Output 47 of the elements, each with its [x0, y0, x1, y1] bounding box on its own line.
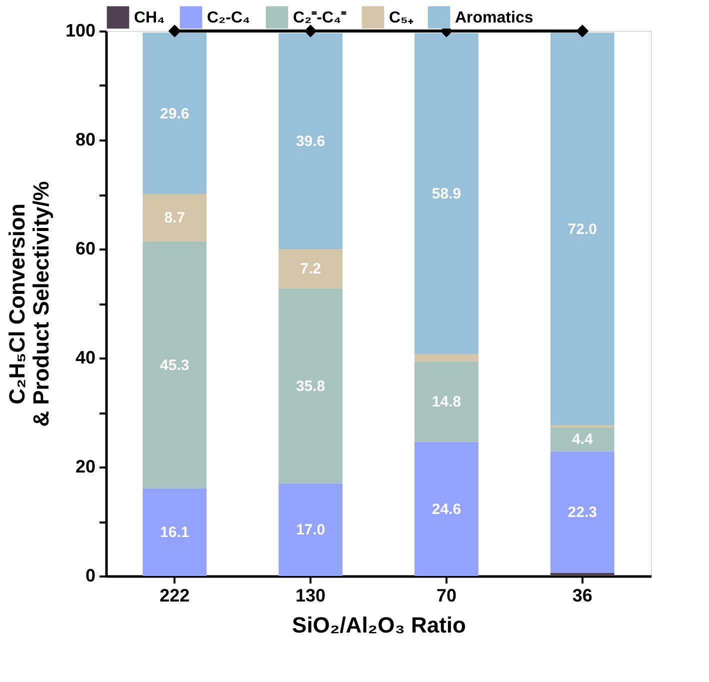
y-axis-title: C₂H₅Cl Conversion & Product Selectivity/%	[4, 181, 54, 427]
legend-label: C₂⁼-C₄⁼	[293, 9, 348, 26]
bar	[278, 33, 342, 249]
bar	[550, 32, 614, 426]
bar	[550, 427, 614, 452]
data-label: 72.0	[568, 220, 597, 238]
x-tick-label: 70	[436, 586, 456, 606]
bar	[278, 249, 342, 288]
bar	[414, 33, 478, 354]
data-label: 35.8	[296, 378, 326, 395]
y-tick-label: 60	[75, 238, 96, 258]
y-tick-label: 80	[75, 130, 96, 150]
legend-label: CH₄	[134, 9, 165, 26]
data-label: 14.8	[432, 394, 462, 411]
bar	[414, 442, 478, 576]
x-tick-label: 36	[572, 586, 592, 606]
data-label: 17.0	[296, 522, 326, 539]
data-label: 45.3	[160, 356, 190, 374]
data-label: 4.4	[572, 431, 594, 448]
bar	[142, 488, 207, 576]
bar	[142, 194, 207, 242]
bar	[142, 241, 207, 488]
data-label: 16.1	[160, 524, 190, 542]
x-tick-label: 222	[160, 586, 190, 606]
x-axis-title: SiO₂/Al₂O₃ Ratio	[292, 612, 466, 638]
bar	[414, 361, 478, 442]
bar	[550, 572, 614, 576]
legend-label: Aromatics	[455, 9, 534, 26]
data-label: 7.2	[300, 260, 321, 278]
bar	[414, 354, 478, 362]
data-label: 8.7	[164, 210, 186, 227]
legend-label: C₅₊	[389, 9, 414, 26]
y-tick-label: 20	[75, 456, 96, 476]
data-label: 24.6	[432, 500, 462, 518]
y-tick-label: 0	[85, 566, 96, 586]
y-tick-label: 100	[65, 20, 96, 40]
y-tick-label: 40	[75, 348, 96, 368]
bar	[278, 288, 342, 484]
x-tick-label: 130	[296, 586, 326, 606]
bar	[278, 483, 342, 576]
bar	[550, 451, 614, 573]
data-label: 39.6	[296, 133, 326, 150]
legend-label: C₂-C₄	[207, 9, 250, 26]
bar	[142, 32, 207, 194]
data-label: 29.6	[160, 105, 190, 122]
data-label: 22.3	[568, 504, 597, 521]
data-label: 58.9	[432, 186, 462, 203]
